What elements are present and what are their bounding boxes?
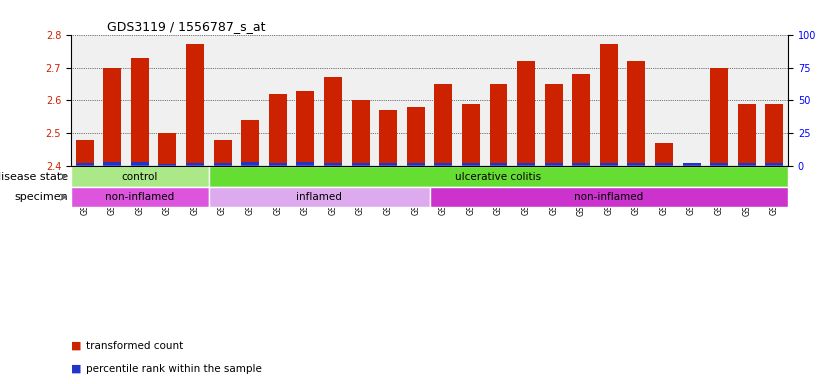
Bar — [241, 162, 259, 166]
Text: control: control — [122, 172, 158, 182]
Text: inflamed: inflamed — [296, 192, 342, 202]
Bar — [379, 110, 397, 166]
Bar — [269, 163, 287, 166]
Bar — [545, 163, 563, 166]
Bar — [131, 58, 148, 166]
Bar — [711, 163, 728, 166]
Bar — [103, 162, 121, 166]
Bar — [627, 61, 646, 166]
Bar — [738, 163, 756, 166]
Bar — [407, 107, 425, 166]
Bar — [324, 78, 342, 166]
Bar — [186, 45, 204, 166]
Bar — [711, 68, 728, 166]
Bar — [435, 163, 452, 166]
Bar — [241, 120, 259, 166]
Text: specimen: specimen — [14, 192, 68, 202]
Text: percentile rank within the sample: percentile rank within the sample — [86, 364, 262, 374]
Bar — [462, 104, 480, 166]
Bar — [627, 163, 646, 166]
Bar — [682, 163, 701, 166]
Bar — [379, 163, 397, 166]
Text: ■: ■ — [71, 364, 85, 374]
Bar — [103, 68, 121, 166]
Text: GDS3119 / 1556787_s_at: GDS3119 / 1556787_s_at — [107, 20, 265, 33]
Text: disease state: disease state — [0, 172, 68, 182]
Bar — [435, 84, 452, 166]
Text: transformed count: transformed count — [86, 341, 183, 351]
Bar — [324, 163, 342, 166]
Bar — [738, 104, 756, 166]
Bar — [71, 166, 208, 187]
Bar — [352, 101, 369, 166]
Text: non-inflamed: non-inflamed — [105, 192, 174, 202]
Bar — [655, 143, 673, 166]
Bar — [214, 140, 232, 166]
Bar — [600, 163, 618, 166]
Bar — [214, 163, 232, 166]
Bar — [131, 162, 148, 166]
Text: ■: ■ — [71, 341, 85, 351]
Bar — [490, 163, 507, 166]
Bar — [517, 163, 535, 166]
Bar — [655, 163, 673, 166]
Bar — [517, 61, 535, 166]
Bar — [766, 104, 783, 166]
Bar — [269, 94, 287, 166]
Bar — [462, 163, 480, 166]
Bar — [430, 187, 788, 207]
Bar — [545, 84, 563, 166]
Bar — [296, 91, 314, 166]
Bar — [407, 163, 425, 166]
Bar — [490, 84, 507, 166]
Text: non-inflamed: non-inflamed — [574, 192, 644, 202]
Bar — [76, 163, 93, 166]
Bar — [71, 187, 208, 207]
Bar — [766, 163, 783, 166]
Bar — [76, 140, 93, 166]
Bar — [208, 187, 430, 207]
Bar — [572, 163, 590, 166]
Text: ulcerative colitis: ulcerative colitis — [455, 172, 541, 182]
Bar — [572, 74, 590, 166]
Bar — [208, 166, 788, 187]
Bar — [600, 45, 618, 166]
Bar — [186, 163, 204, 166]
Bar — [158, 164, 177, 166]
Bar — [682, 163, 701, 166]
Bar — [352, 163, 369, 166]
Bar — [158, 133, 177, 166]
Bar — [296, 162, 314, 166]
